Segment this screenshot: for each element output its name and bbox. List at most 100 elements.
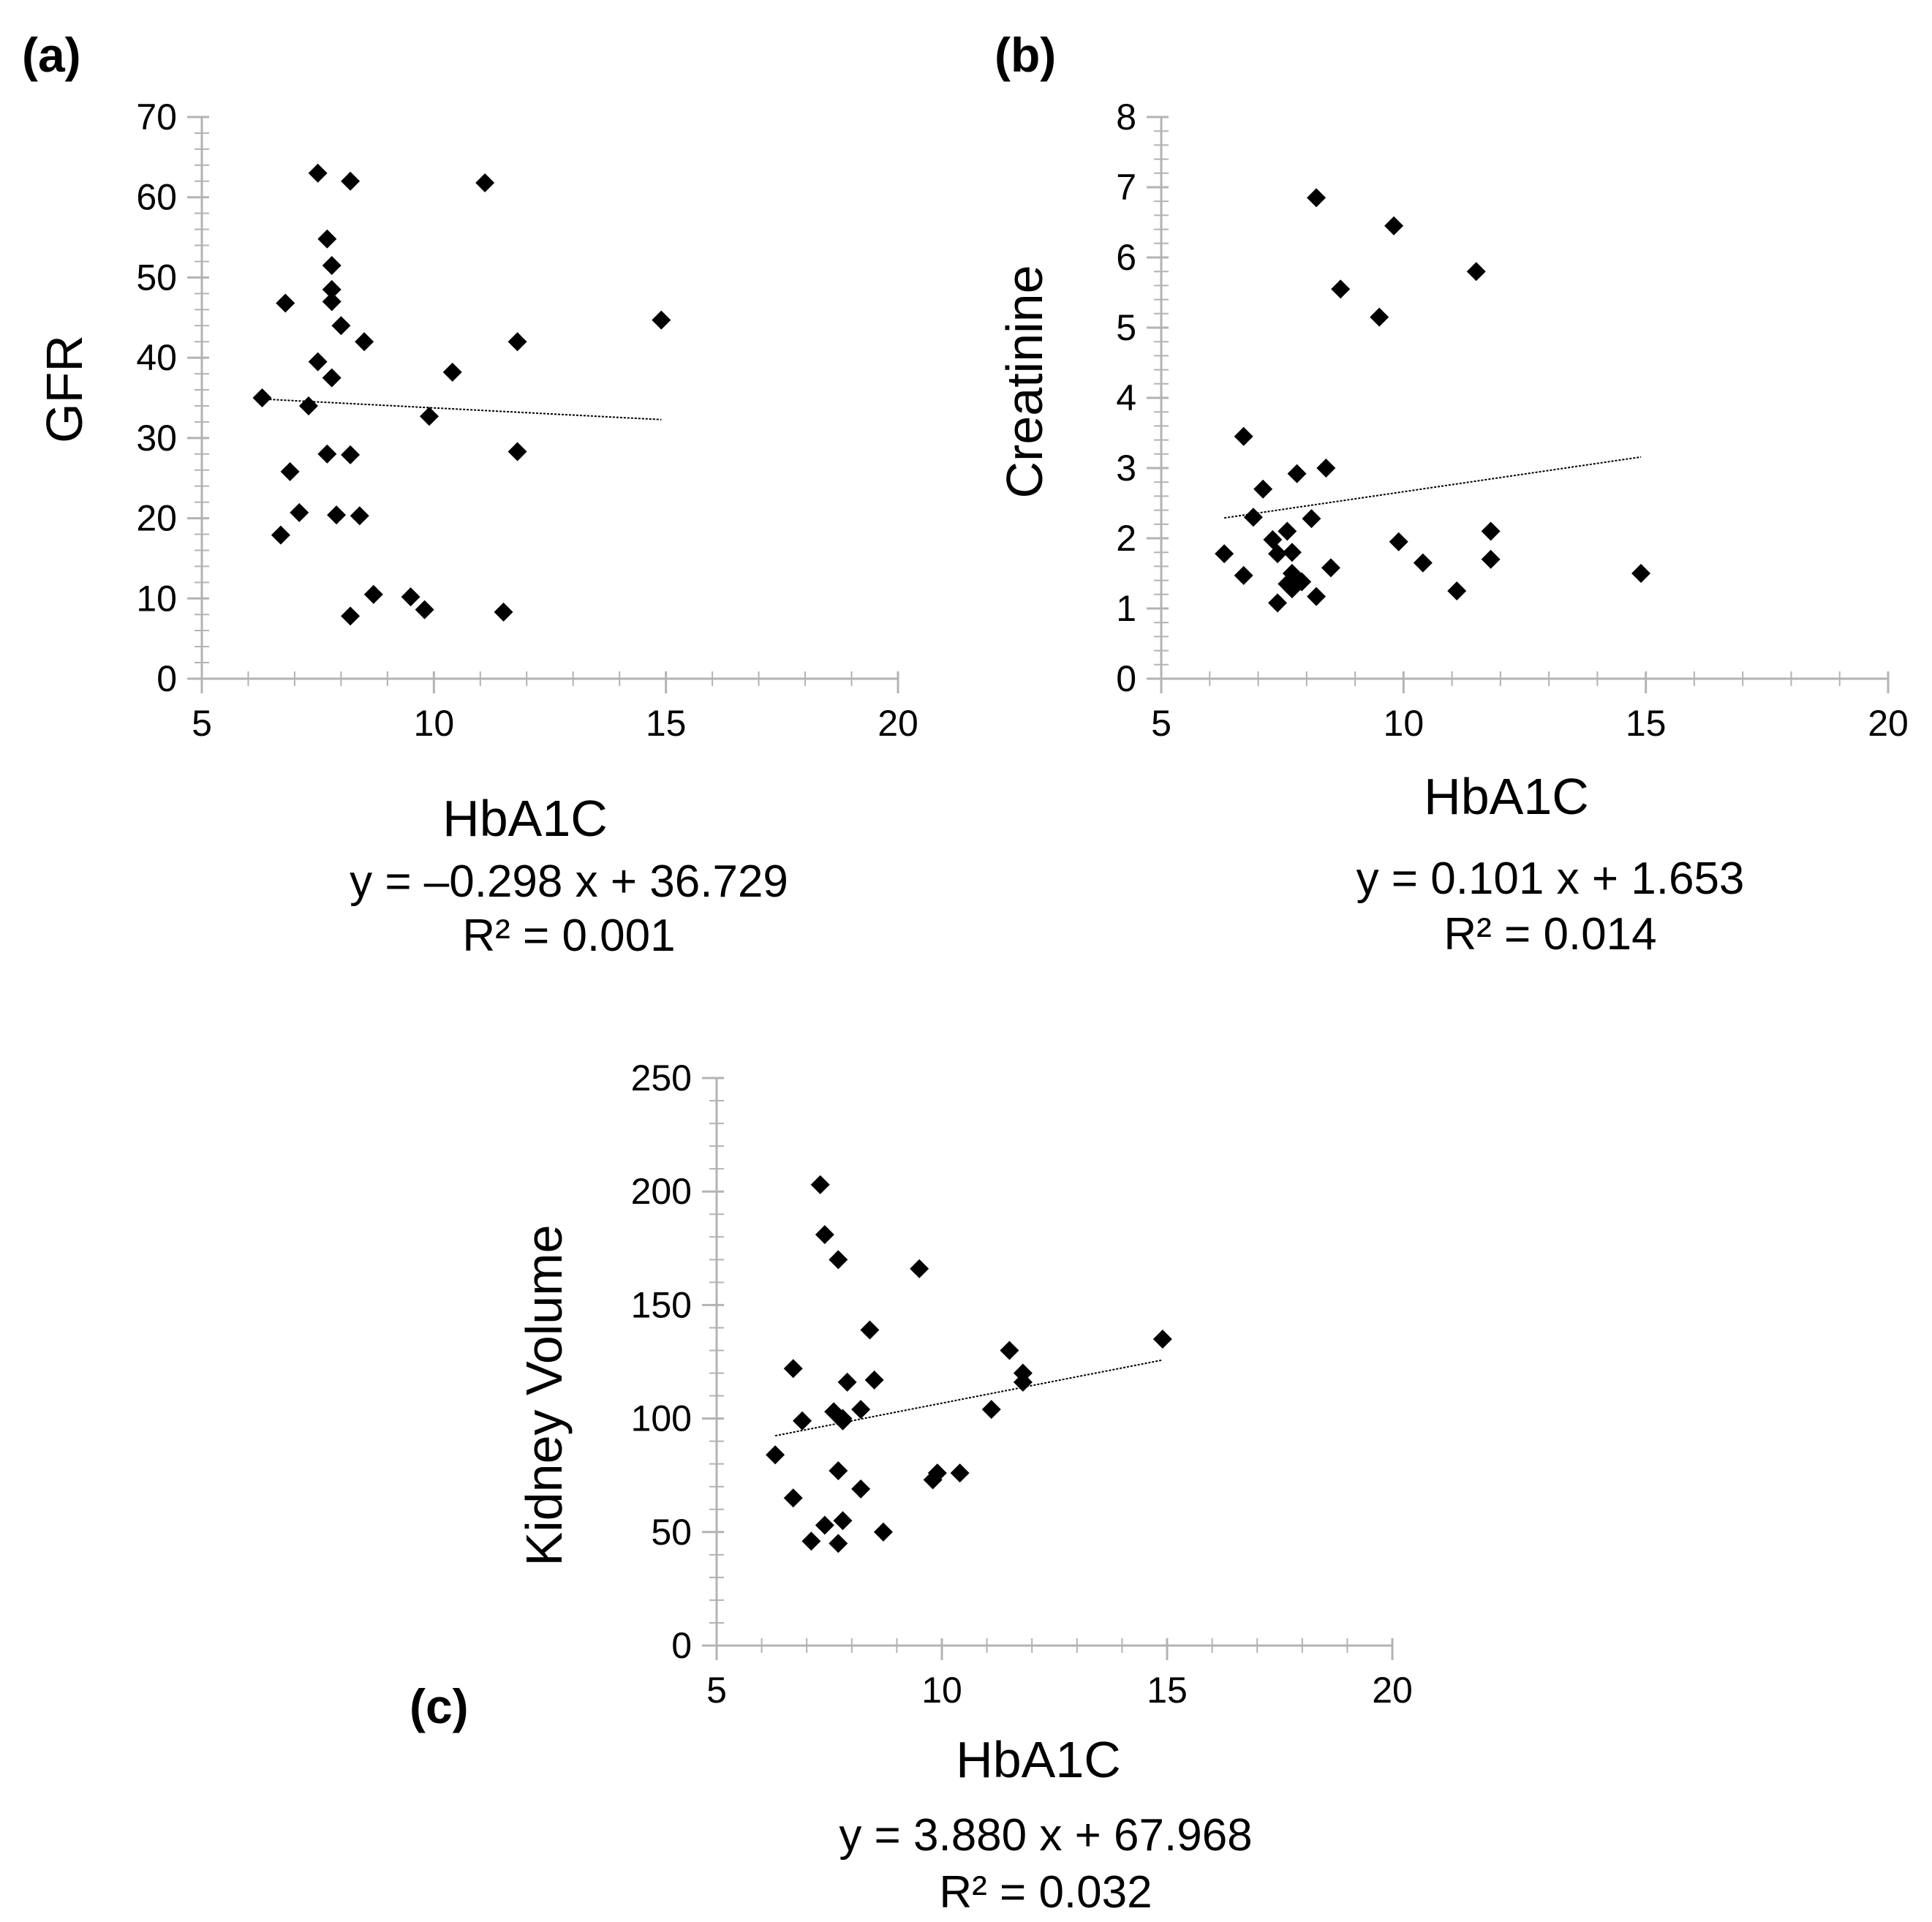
data-point: [280, 461, 300, 481]
chart-panel-c: (c) 0 50 100 150 200 250 5 10 15 20 Kidney Volume…: [410, 1058, 1413, 1918]
data-point: [507, 442, 527, 461]
x-axis-title: HbA1C: [956, 1731, 1121, 1788]
data-point: [298, 396, 318, 415]
axes: 0 50 100 150 200 250 5 10 15 20: [631, 1058, 1413, 1711]
data-point: [1278, 521, 1297, 541]
data-point: [507, 332, 527, 352]
panel-label: (b): [995, 28, 1056, 82]
data-point: [652, 310, 671, 330]
x-tick-label: 20: [1868, 703, 1909, 744]
data-point: [317, 229, 337, 249]
data-point: [783, 1359, 803, 1379]
data-point: [1389, 532, 1408, 551]
y-tick-label: 150: [631, 1284, 692, 1325]
data-point: [829, 1461, 848, 1480]
y-tick-label: 5: [1116, 307, 1136, 348]
data-point: [322, 255, 342, 275]
data-point: [1253, 479, 1273, 499]
data-point: [1302, 509, 1321, 529]
data-point: [401, 587, 420, 607]
data-point: [1287, 464, 1307, 483]
data-point: [833, 1411, 853, 1431]
data-point: [350, 506, 369, 526]
data-point: [829, 1534, 848, 1553]
y-tick-label: 40: [136, 337, 177, 378]
data-point: [833, 1511, 853, 1531]
data-point: [1481, 521, 1501, 541]
data-point: [271, 525, 290, 545]
data-point: [276, 293, 295, 313]
x-tick-label: 15: [1147, 1670, 1188, 1711]
data-point: [1447, 581, 1467, 600]
data-point: [1152, 1329, 1172, 1349]
data-point: [1215, 544, 1234, 564]
y-tick-label: 50: [136, 257, 177, 298]
data-point: [829, 1250, 848, 1270]
y-tick-label: 10: [136, 578, 177, 619]
data-point: [1268, 544, 1288, 564]
y-tick-label: 1: [1116, 588, 1136, 629]
data-point: [1321, 558, 1340, 578]
data-point: [1316, 459, 1336, 478]
y-tick-label: 100: [631, 1398, 692, 1439]
y-axis-title: GFR: [36, 335, 93, 443]
data-point: [322, 368, 342, 388]
y-tick-label: 8: [1116, 97, 1136, 137]
data-point: [950, 1463, 970, 1483]
data-point: [308, 352, 328, 372]
data-point: [308, 163, 328, 183]
data-point: [1234, 426, 1253, 446]
data-point: [1466, 262, 1486, 282]
y-tick-label: 0: [671, 1625, 692, 1666]
trendline-equation: y = 3.880 x + 67.968: [839, 1810, 1252, 1861]
data-point: [415, 600, 434, 619]
trendline: [262, 398, 662, 421]
data-point: [1384, 216, 1404, 235]
y-tick-label: 70: [136, 97, 177, 137]
x-tick-label: 10: [1384, 703, 1425, 744]
y-tick-label: 3: [1116, 448, 1136, 489]
data-point: [341, 606, 361, 626]
data-point: [793, 1411, 812, 1431]
y-axis-title: Kidney Volume: [516, 1225, 573, 1567]
x-axis-title: HbA1C: [442, 790, 608, 847]
y-tick-label: 4: [1116, 377, 1136, 418]
data-point: [815, 1515, 834, 1535]
data-point: [290, 502, 309, 522]
data-point: [363, 584, 383, 604]
data-point: [1481, 549, 1501, 569]
r-squared: R² = 0.032: [939, 1867, 1152, 1918]
x-tick-label: 5: [192, 703, 212, 744]
data-point: [317, 444, 337, 464]
y-tick-label: 7: [1116, 167, 1136, 208]
data-point: [1243, 508, 1263, 527]
data-point: [341, 171, 361, 191]
x-tick-label: 10: [414, 703, 455, 744]
trendline-path: [1224, 456, 1642, 519]
x-tick-label: 15: [1626, 703, 1667, 744]
y-tick-label: 0: [156, 658, 177, 699]
axes: 0 10 20 30 40 50 60 70 5 10 15 20: [136, 97, 918, 744]
data-point: [442, 362, 462, 382]
data-point: [475, 173, 495, 192]
y-tick-label: 60: [136, 177, 177, 218]
x-tick-label: 20: [1372, 1670, 1413, 1711]
data-point: [873, 1522, 893, 1542]
data-point: [1370, 307, 1389, 327]
x-tick-label: 20: [878, 703, 918, 744]
r-squared: R² = 0.001: [462, 911, 675, 961]
x-tick-label: 15: [646, 703, 687, 744]
data-point: [1307, 587, 1327, 606]
data-point: [1268, 593, 1288, 613]
data-point: [851, 1479, 871, 1499]
chart-panel-a: (a) 0 10 20 30 40 50 60 70 5 10 15 20 GFR HbA1C y =…: [22, 28, 918, 961]
data-point: [419, 407, 439, 426]
x-tick-label: 5: [706, 1670, 727, 1711]
data-points: [252, 163, 671, 626]
y-tick-label: 50: [651, 1512, 692, 1553]
y-tick-label: 200: [631, 1171, 692, 1212]
y-tick-label: 20: [136, 498, 177, 539]
data-points: [766, 1175, 1172, 1553]
chart-panel-b: (b) 0 1 2 3 4 5 6 7 8 5 10 15 20 Creatinine HbA1C y …: [995, 28, 1909, 960]
panel-label: (c): [410, 1679, 469, 1733]
